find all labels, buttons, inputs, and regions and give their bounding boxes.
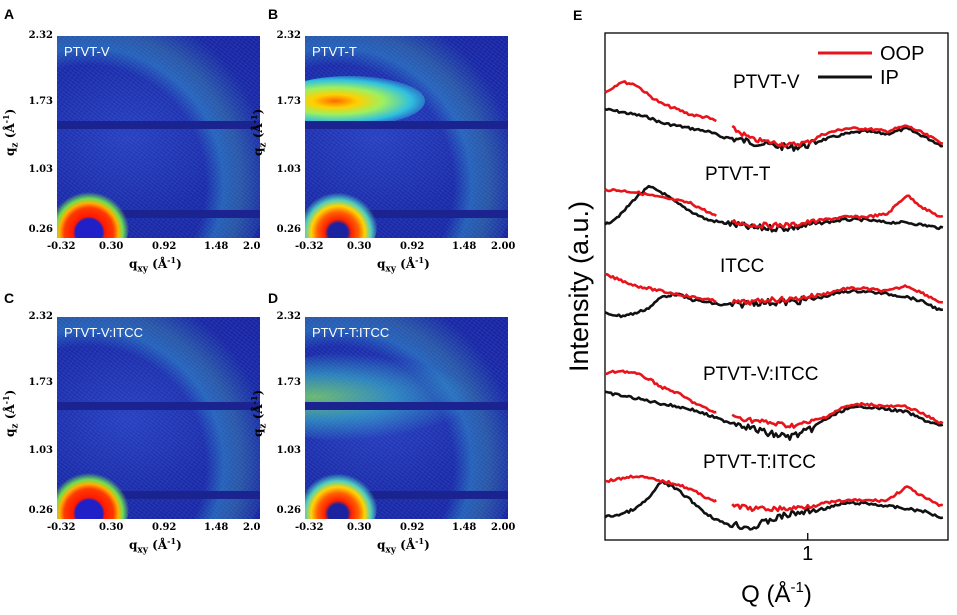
qxy-tick-label: 2.0 (243, 522, 261, 533)
qxy-tick-label: 2.00 (491, 241, 516, 252)
qz-tick-label: 0.26 (28, 224, 53, 235)
qz-tick-label: 1.73 (276, 377, 301, 388)
panel-letter-b: B (268, 6, 279, 22)
qz-tick-label: 0.26 (28, 505, 53, 516)
qxy-axis-label: qxy (Å-1) (377, 536, 430, 556)
qz-tick-label: 1.03 (28, 164, 53, 175)
qxy-tick-label: 0.30 (99, 522, 124, 533)
qxy-tick-label: 1.48 (452, 522, 477, 533)
detector-gap-band (57, 402, 260, 410)
profile-label: PTVT-V (733, 72, 800, 93)
qxy-tick-label: 2.00 (491, 522, 516, 533)
detector-gap-band (305, 402, 508, 410)
qxy-tick-label: -0.32 (295, 522, 324, 533)
qxy-axis-label: qxy (Å-1) (129, 536, 182, 556)
panel-letter-e: E (573, 7, 582, 23)
qz-tick-label: 1.73 (28, 377, 53, 388)
y-axis-label: Intensity (a.u.) (564, 201, 594, 372)
map-sample-title: PTVT-V:ITCC (64, 325, 143, 340)
qxy-tick-label: 0.30 (99, 241, 124, 252)
ip-line (604, 288, 944, 319)
oop-line (604, 474, 943, 513)
legend-oop-label: OOP (880, 43, 924, 65)
map-sample-title: PTVT-T (312, 44, 357, 59)
x-axis-label: Q (Å-1) (741, 579, 812, 608)
map-sample-title: PTVT-T:ITCC (312, 325, 390, 340)
profile-label: PTVT-T (705, 164, 771, 185)
qxy-tick-label: 1.48 (204, 522, 229, 533)
profile-label: PTVT-V:ITCC (703, 364, 818, 385)
qz-tick-label: 2.32 (276, 30, 301, 41)
oop-line (604, 187, 944, 229)
panel-letter-a: A (4, 6, 15, 22)
qxy-tick-label: 2.0 (243, 241, 261, 252)
detector-gap-band (305, 121, 508, 129)
map-sample-title: PTVT-V (64, 44, 110, 59)
giwaxs-map-c: PTVT-V:ITCC (57, 317, 260, 519)
qxy-tick-label: 0.92 (400, 522, 425, 533)
qxy-tick-label: 1.48 (452, 241, 477, 252)
detector-gap-band (57, 121, 260, 129)
qxy-tick-label: 0.92 (152, 522, 177, 533)
qz-tick-label: 2.32 (276, 311, 301, 322)
detector-gap-band (57, 210, 260, 218)
qxy-tick-label: 0.92 (152, 241, 177, 252)
qxy-tick-label: 0.30 (347, 522, 372, 533)
panel-letter-c: C (4, 290, 15, 306)
ip-line (604, 479, 944, 531)
detector-gap-band (305, 210, 508, 218)
qz-tick-label: 1.03 (28, 445, 53, 456)
qxy-tick-label: -0.32 (47, 241, 76, 252)
ip-line (604, 184, 944, 233)
qz-tick-label: 1.03 (276, 445, 301, 456)
lamellar-spot (305, 76, 425, 126)
qz-tick-label: 1.73 (28, 96, 53, 107)
qz-tick-label: 0.26 (276, 505, 301, 516)
x-tick-label: 1 (802, 543, 813, 565)
qxy-tick-label: -0.32 (295, 241, 324, 252)
qz-tick-label: 1.03 (276, 164, 301, 175)
profile-label: ITCC (720, 256, 764, 277)
qxy-axis-label: qxy (Å-1) (377, 255, 430, 275)
giwaxs-map-b: PTVT-T (305, 36, 508, 238)
oop-line (604, 369, 944, 429)
qz-tick-label: 0.26 (276, 224, 301, 235)
qxy-tick-label: -0.32 (47, 522, 76, 533)
qxy-tick-label: 0.92 (400, 241, 425, 252)
oop-line (604, 80, 944, 148)
panel-letter-d: D (268, 290, 279, 306)
qxy-tick-label: 0.30 (347, 241, 372, 252)
detector-gap-band (305, 491, 508, 499)
qz-tick-label: 1.73 (276, 96, 301, 107)
qxy-axis-label: qxy (Å-1) (129, 255, 182, 275)
plot-frame (604, 32, 949, 541)
detector-gap-band (57, 491, 260, 499)
qz-tick-label: 2.32 (28, 311, 53, 322)
qxy-tick-label: 1.48 (204, 241, 229, 252)
profile-label: PTVT-T:ITCC (703, 452, 816, 473)
giwaxs-map-d: PTVT-T:ITCC (305, 317, 508, 519)
ip-line (604, 107, 944, 152)
legend-ip-label: IP (880, 67, 899, 89)
oop-line (604, 272, 943, 306)
ip-line (604, 390, 944, 441)
giwaxs-map-a: PTVT-V (57, 36, 260, 238)
qz-tick-label: 2.32 (28, 30, 53, 41)
